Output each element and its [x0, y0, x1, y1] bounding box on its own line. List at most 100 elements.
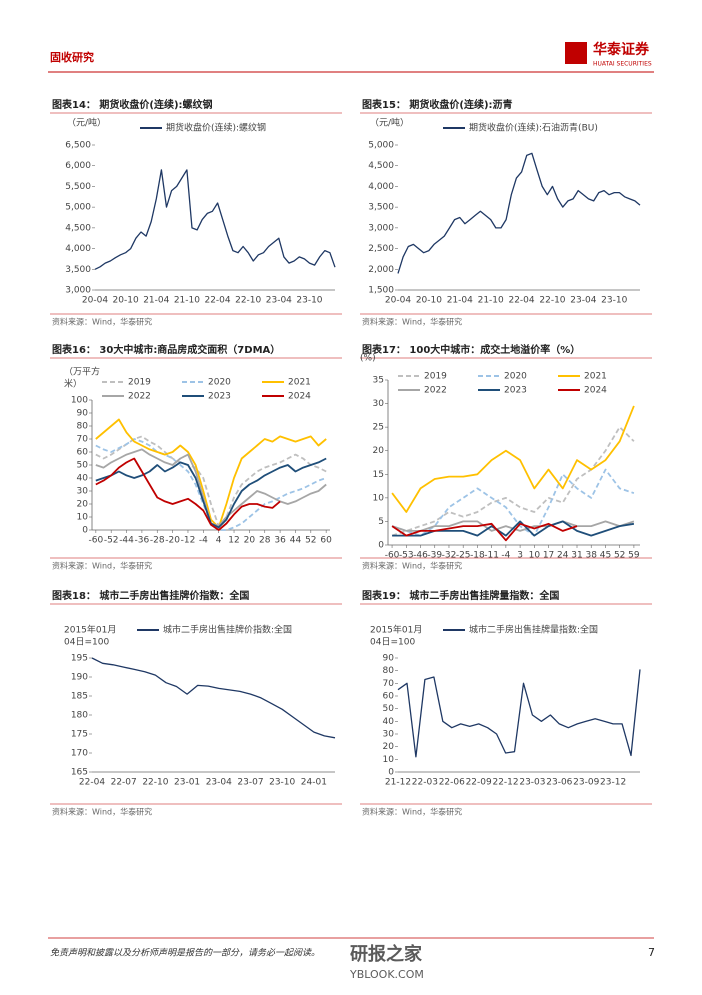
- y-tick-label: 190: [71, 673, 88, 683]
- y-tick-label: 6,000: [65, 161, 91, 171]
- y-tick-label: 5: [378, 517, 384, 527]
- legend-label: 2019: [128, 378, 151, 388]
- x-tick-label: -18: [470, 551, 485, 561]
- y-tick-label: 40: [77, 474, 89, 484]
- x-tick-label: -11: [484, 551, 499, 561]
- x-tick-label: 23-12: [600, 778, 626, 788]
- x-tick-label: 22-03: [412, 778, 438, 788]
- legend-label: 2020: [504, 372, 527, 382]
- unit-label: 04日=100: [370, 637, 415, 648]
- series-line: [391, 405, 635, 513]
- x-tick-label: 20-04: [385, 296, 411, 306]
- x-tick-label: 28: [259, 536, 271, 546]
- x-tick-label: 24: [557, 551, 569, 561]
- x-tick-label: 38: [585, 551, 597, 561]
- x-tick-label: -52: [104, 536, 119, 546]
- logo-text-en: HUATAI SECURITIES: [593, 61, 652, 68]
- legend-label: 2022: [424, 386, 447, 396]
- series-line: [397, 152, 641, 274]
- x-tick-label: 36: [274, 536, 286, 546]
- page-number: 7: [648, 946, 655, 959]
- y-tick-label: 20: [373, 446, 385, 456]
- y-tick-label: 80: [383, 666, 395, 676]
- figure-title: 图表16： 30大中城市:商品房成交面积（7DMA）: [52, 343, 280, 356]
- source-note: 资料来源：Wind，华泰研究: [52, 561, 152, 571]
- x-tick-label: 21-12: [385, 778, 411, 788]
- y-tick-label: 6,500: [65, 141, 91, 151]
- figure-title: 图表15： 期货收盘价(连续):沥青: [362, 98, 513, 111]
- legend-label: 城市二手房出售挂牌量指数:全国: [469, 624, 598, 636]
- x-tick-label: -39: [427, 551, 442, 561]
- source-note: 资料来源：Wind，华泰研究: [362, 807, 462, 817]
- x-tick-label: 21-04: [143, 296, 169, 306]
- y-tick-label: 195: [71, 654, 88, 664]
- disclaimer: 免责声明和披露以及分析师声明是报告的一部分，请务必一起阅读。: [50, 948, 320, 959]
- x-tick-label: 22-10: [235, 296, 261, 306]
- y-tick-label: 10: [383, 755, 395, 765]
- x-tick-label: 22-04: [79, 778, 105, 788]
- figure-title: 图表14： 期货收盘价(连续):螺纹钢: [52, 98, 213, 111]
- y-tick-label: 20: [77, 500, 89, 510]
- x-tick-label: -44: [119, 536, 134, 546]
- x-tick-label: 22-07: [111, 778, 137, 788]
- x-tick-label: 52: [614, 551, 625, 561]
- source-note: 资料来源：Wind，华泰研究: [362, 561, 462, 571]
- y-tick-label: 4,000: [368, 182, 394, 192]
- x-tick-label: 10: [529, 551, 541, 561]
- series-line: [391, 426, 635, 537]
- x-tick-label: 21-10: [174, 296, 200, 306]
- y-tick-label: 100: [71, 396, 88, 406]
- y-tick-label: 175: [71, 730, 88, 740]
- y-tick-label: 170: [71, 749, 88, 759]
- x-tick-label: 20-10: [113, 296, 139, 306]
- unit-label: （元/吨）: [370, 117, 409, 129]
- x-tick-label: 22-10: [539, 296, 565, 306]
- x-tick-label: 4: [216, 536, 222, 546]
- y-tick-label: 3,500: [368, 203, 394, 213]
- series-line: [95, 457, 281, 531]
- legend-label: 2024: [584, 386, 607, 396]
- x-tick-label: 17: [543, 551, 554, 561]
- x-tick-label: 22-04: [204, 296, 230, 306]
- y-tick-label: 90: [383, 654, 395, 664]
- legend-label: 2023: [504, 386, 527, 396]
- figure-title: 图表18： 城市二手房出售挂牌价指数：全国: [52, 589, 249, 602]
- x-tick-label: 59: [628, 551, 640, 561]
- x-tick-label: -4: [199, 536, 208, 546]
- legend-label: 2022: [128, 392, 151, 402]
- x-tick-label: -25: [456, 551, 471, 561]
- y-tick-label: 185: [71, 692, 88, 702]
- x-tick-label: 23-03: [519, 778, 545, 788]
- y-tick-label: 2,000: [368, 265, 394, 275]
- y-tick-label: 0: [82, 526, 88, 536]
- x-tick-label: 22-04: [508, 296, 534, 306]
- x-tick-label: 22-06: [439, 778, 465, 788]
- y-tick-label: 4,500: [65, 223, 91, 233]
- y-tick-label: 2,500: [368, 244, 394, 254]
- y-tick-label: 5,500: [65, 182, 91, 192]
- y-tick-label: 180: [71, 711, 88, 721]
- x-tick-label: 31: [571, 551, 582, 561]
- y-tick-label: 70: [77, 435, 89, 445]
- x-tick-label: 21-10: [478, 296, 504, 306]
- x-tick-label: 23-04: [206, 778, 232, 788]
- y-tick-label: 35: [373, 376, 384, 386]
- y-tick-label: 4,500: [368, 161, 394, 171]
- source-note: 资料来源：Wind，华泰研究: [362, 317, 462, 327]
- x-tick-label: 12: [228, 536, 239, 546]
- x-tick-label: 23-04: [570, 296, 596, 306]
- y-tick-label: 3,000: [368, 223, 394, 233]
- x-tick-label: -60: [88, 536, 103, 546]
- unit-label: (%): [360, 354, 376, 364]
- figure-title: 图表19： 城市二手房出售挂牌量指数：全国: [362, 589, 559, 602]
- x-tick-label: -46: [413, 551, 428, 561]
- x-tick-label: 23-01: [174, 778, 200, 788]
- series-line: [94, 169, 336, 270]
- y-tick-label: 10: [77, 513, 89, 523]
- unit-label: 米）: [64, 378, 82, 390]
- unit-label: （万平方: [64, 366, 100, 378]
- x-tick-label: -28: [150, 536, 165, 546]
- x-tick-label: 23-04: [266, 296, 292, 306]
- y-tick-label: 90: [77, 409, 89, 419]
